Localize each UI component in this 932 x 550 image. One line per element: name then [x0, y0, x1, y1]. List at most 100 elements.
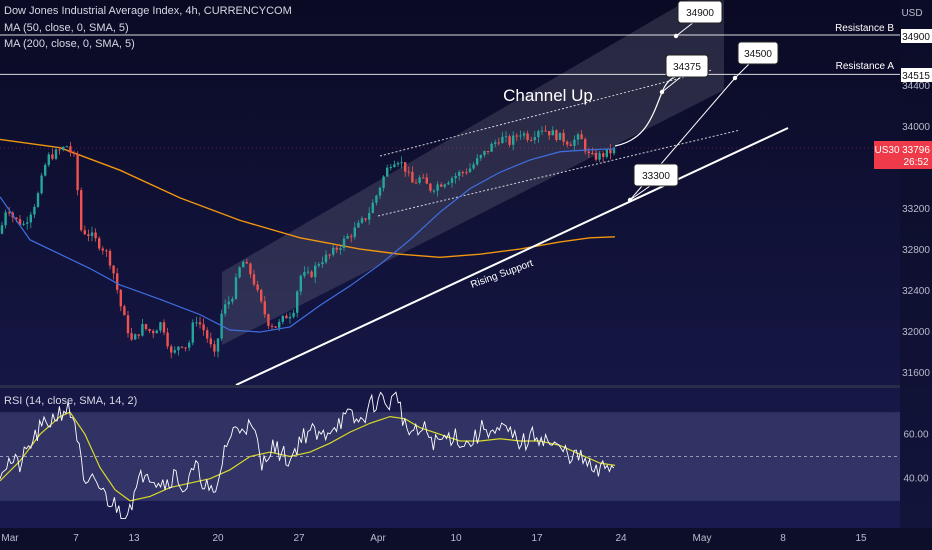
- candle: [602, 151, 605, 163]
- candle: [450, 176, 454, 188]
- candle: [33, 204, 36, 218]
- candle: [314, 262, 317, 283]
- candle: [198, 316, 202, 329]
- candle: [508, 134, 511, 148]
- candle: [324, 250, 328, 264]
- candle: [317, 262, 320, 268]
- candle: [119, 289, 122, 312]
- candle: [195, 316, 198, 327]
- candle: [569, 141, 572, 147]
- candle: [591, 147, 594, 155]
- currency-label: USD: [901, 8, 922, 19]
- candle: [299, 274, 302, 296]
- drawings: [235, 21, 789, 386]
- candle: [418, 175, 421, 185]
- candle: [209, 332, 212, 348]
- time-axis[interactable]: Mar 7 13 20 27 Apr 10 17 24 May 8 15: [0, 528, 932, 550]
- candle: [159, 321, 162, 333]
- callout-34375[interactable]: 34375: [665, 54, 709, 78]
- candle: [184, 347, 187, 352]
- resistance-a-axis-value: 34515: [902, 71, 930, 82]
- candle: [501, 132, 504, 144]
- resistance-b-axis-tag: [901, 29, 932, 43]
- candle: [202, 318, 205, 336]
- candle: [609, 143, 612, 160]
- callout-34500[interactable]: 34500: [737, 41, 779, 65]
- callout-33300[interactable]: 33300: [633, 163, 679, 187]
- candle: [486, 151, 490, 155]
- candle: [288, 312, 292, 324]
- candle: [364, 218, 367, 222]
- rsi-pane: [0, 391, 900, 520]
- time-tick-label: 20: [212, 533, 224, 544]
- candle: [144, 323, 148, 331]
- candle: [224, 299, 227, 317]
- candle: [101, 246, 104, 255]
- candle: [555, 129, 558, 142]
- candle: [162, 319, 166, 336]
- time-tick-label: Mar: [1, 533, 19, 544]
- candle: [519, 130, 522, 140]
- callout-34500-pointer: [734, 62, 751, 79]
- candle: [404, 162, 407, 177]
- candle: [80, 187, 83, 232]
- current-price-tag: [874, 141, 932, 169]
- channel-upper-line: [379, 69, 713, 157]
- candle: [447, 180, 450, 185]
- candle: [443, 183, 446, 189]
- candle: [382, 175, 385, 192]
- rsi-legend[interactable]: RSI (14, close, SMA, 14, 2): [4, 395, 137, 407]
- candle: [231, 296, 234, 305]
- candle: [116, 268, 119, 294]
- candle: [522, 131, 526, 140]
- price-axis-bg: [900, 0, 932, 550]
- candle: [44, 162, 47, 177]
- callout-34375-pointer: [661, 75, 683, 93]
- candle: [134, 333, 137, 340]
- candle: [216, 337, 220, 358]
- time-tick-label: 7: [73, 533, 79, 544]
- candle: [332, 243, 335, 257]
- candle: [612, 146, 616, 156]
- candle: [22, 220, 25, 226]
- current-price-countdown: 26:52: [903, 157, 928, 168]
- candle: [296, 290, 299, 318]
- callout-34500-text: 34500: [744, 49, 772, 60]
- ma200-legend[interactable]: MA (200, close, 0, SMA, 5): [4, 38, 135, 50]
- candle: [400, 156, 403, 169]
- time-tick-label: 27: [293, 533, 305, 544]
- candle: [245, 258, 248, 264]
- ma50-legend[interactable]: MA (50, close, 0, SMA, 5): [4, 22, 129, 34]
- candle: [62, 146, 65, 152]
- price-tick-label: 34400: [902, 81, 930, 92]
- candle: [558, 132, 562, 141]
- candlestick-series: [0, 125, 616, 359]
- candle: [342, 235, 346, 252]
- callout-34900[interactable]: 34900: [677, 0, 723, 24]
- candle: [584, 137, 587, 155]
- pane-separator[interactable]: [0, 385, 900, 388]
- candle: [238, 266, 241, 279]
- candle: [47, 152, 50, 168]
- candle: [598, 151, 601, 163]
- symbol-legend[interactable]: Dow Jones Industrial Average Index, 4h, …: [4, 5, 292, 17]
- candle: [360, 216, 364, 225]
- candle: [87, 229, 90, 242]
- candle: [386, 164, 389, 178]
- candle: [0, 221, 4, 235]
- candle: [281, 315, 284, 325]
- candle: [512, 131, 515, 151]
- candle: [504, 131, 508, 143]
- channel-fill: [222, 0, 724, 345]
- candle: [206, 327, 209, 343]
- callout-33300-pointer: [629, 185, 651, 201]
- price-axis[interactable]: 31600 32000 32400 32800 33200 34000 34400 60.00…: [900, 0, 932, 550]
- candle: [562, 129, 565, 146]
- candle: [483, 150, 486, 158]
- candle: [371, 199, 374, 214]
- candle: [36, 191, 40, 208]
- candle: [252, 269, 256, 287]
- callout-33300-text: 33300: [642, 171, 670, 182]
- candle: [83, 225, 86, 236]
